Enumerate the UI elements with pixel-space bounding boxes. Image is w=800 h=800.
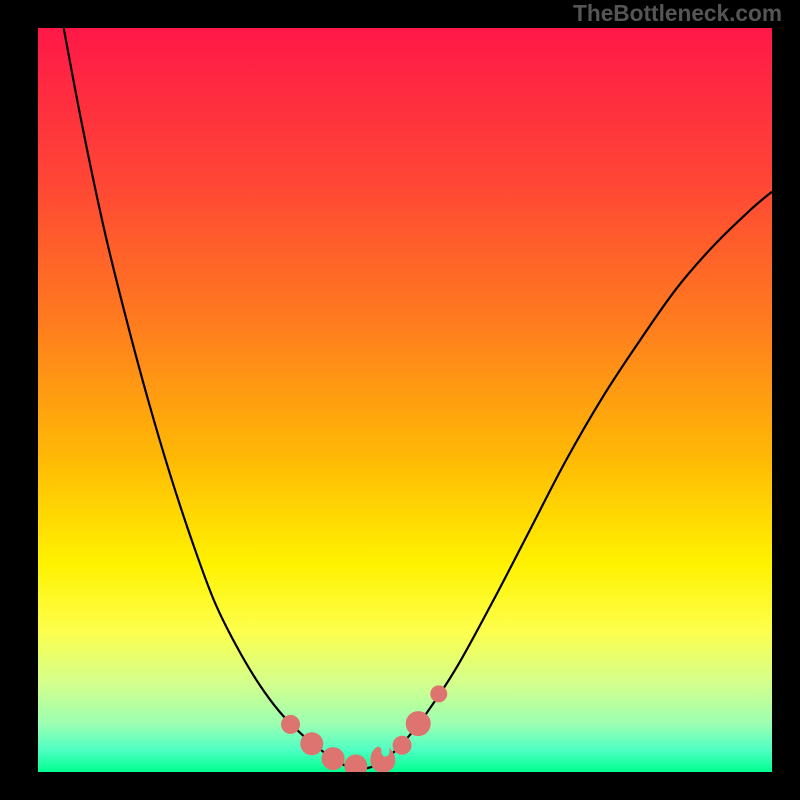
marker-flame-icon	[371, 747, 395, 772]
marker-dot	[431, 686, 447, 702]
marker-dot	[301, 733, 323, 755]
marker-dot	[393, 736, 411, 754]
bottleneck-curve	[64, 28, 772, 769]
marker-dot	[322, 748, 344, 770]
marker-dot	[282, 715, 300, 733]
figure-canvas: TheBottleneck.com	[0, 0, 800, 800]
chart-overlay	[38, 28, 772, 772]
source-watermark: TheBottleneck.com	[573, 0, 782, 27]
marker-dot	[345, 755, 367, 772]
plot-area	[38, 28, 772, 772]
marker-dot	[406, 712, 430, 736]
